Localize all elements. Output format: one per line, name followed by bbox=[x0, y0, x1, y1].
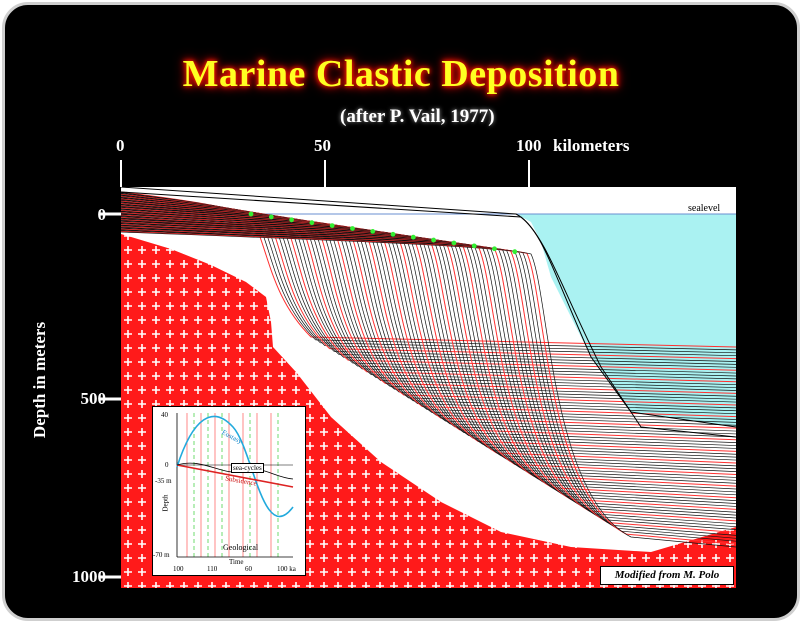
inset-svg bbox=[176, 413, 294, 558]
inset-gridlines bbox=[186, 413, 279, 557]
clinoform-line bbox=[121, 231, 736, 548]
shoreline-marker bbox=[431, 237, 437, 243]
inset-x-tick-2: 60 bbox=[245, 565, 252, 573]
sealevel-label: sealevel bbox=[688, 203, 721, 214]
x-tick-50: 50 bbox=[314, 136, 331, 155]
x-tick-0: 0 bbox=[116, 136, 125, 155]
shoreline-markers bbox=[248, 211, 518, 255]
credit-box: Modified from M. Polo bbox=[600, 566, 734, 585]
eustasy-curve bbox=[176, 415, 294, 518]
slope-envelope bbox=[121, 191, 736, 438]
shoreline-marker bbox=[289, 217, 294, 223]
slide-title: Marine Clastic Deposition bbox=[182, 53, 620, 95]
shoreline-marker bbox=[451, 240, 457, 246]
shoreline-marker bbox=[370, 228, 376, 234]
x-tick-100: 100 bbox=[516, 136, 542, 155]
inset-y-tick-top: 40 bbox=[161, 411, 168, 419]
inset-y-tick-mid: -35 m bbox=[155, 477, 172, 485]
x-axis-unit: kilometers bbox=[553, 136, 630, 155]
shoreline-marker bbox=[471, 243, 477, 249]
sea-area bbox=[516, 214, 736, 427]
shoreline-marker bbox=[248, 211, 254, 217]
shoreline-marker bbox=[390, 231, 396, 237]
shoreline-marker bbox=[309, 220, 315, 226]
inset-y-title: Depth bbox=[161, 494, 170, 512]
shoreline-marker bbox=[350, 226, 355, 231]
subsidence-curve bbox=[176, 464, 294, 488]
inset-x-tick-1: 110 bbox=[207, 565, 218, 573]
shoreline-marker bbox=[492, 246, 497, 252]
shoreline-marker bbox=[329, 223, 335, 228]
inset-geologic-label: Geological bbox=[223, 543, 259, 552]
inset-x-tick-0: 100 bbox=[173, 565, 184, 573]
inset-y-tick-bottom: -70 m bbox=[153, 551, 170, 559]
inset-x-tick-3: 100 ka bbox=[277, 565, 296, 573]
inset-y-tick-zero: 0 bbox=[165, 461, 169, 469]
shoreline-marker bbox=[512, 249, 518, 255]
inset-sea-label: sea-cycles bbox=[231, 463, 264, 473]
y-tick-500: 500 bbox=[80, 389, 107, 408]
inset-diagram: Eustasy Subsidence sea-cycles 40 0 -35 m… bbox=[152, 406, 306, 576]
slide-subtitle: (after P. Vail, 1977) bbox=[340, 106, 495, 127]
inset-x-title: Time bbox=[229, 558, 244, 566]
shoreline-marker bbox=[268, 214, 274, 220]
y-tick-1000: 1000 bbox=[72, 567, 106, 586]
shoreline-marker bbox=[410, 234, 416, 240]
